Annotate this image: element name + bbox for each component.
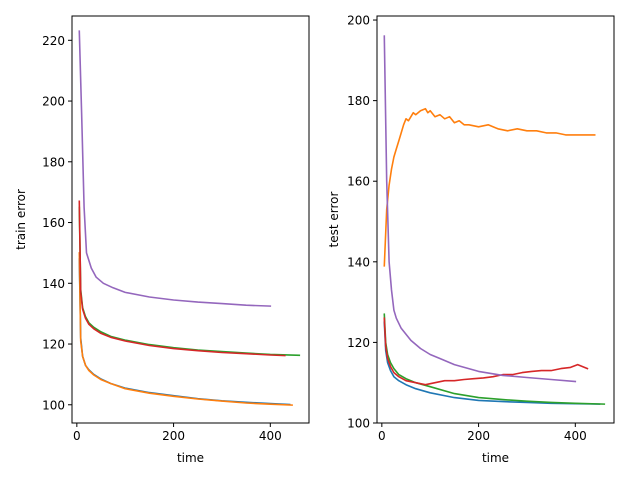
test-y-tick-label: 120 xyxy=(347,336,370,350)
train-line-series-4 xyxy=(78,200,286,357)
train-x-tick-label: 400 xyxy=(259,429,282,443)
train-y-tick-label: 200 xyxy=(42,95,65,109)
test-x-tick-label: 0 xyxy=(378,429,386,443)
train-line-series-5 xyxy=(78,30,272,307)
test-y-tick-label: 180 xyxy=(347,94,370,108)
test-line-series-3 xyxy=(383,313,606,405)
train-y-tick-label: 160 xyxy=(42,216,65,230)
test-y-tick-label: 200 xyxy=(347,14,370,28)
train-x-tick-label: 200 xyxy=(162,429,185,443)
test-line-series-1 xyxy=(383,321,601,405)
train-line-series-1 xyxy=(78,258,291,406)
test-x-tick-label: 400 xyxy=(564,429,587,443)
train-y-axis-title: train error xyxy=(14,189,28,250)
train-plot-frame xyxy=(71,15,310,424)
train-error-chart: 0 200 400 100 120 140 160 180 200 220 time train er… xyxy=(14,15,310,465)
test-y-tick-label: 100 xyxy=(347,417,370,431)
train-x-axis-title: time xyxy=(177,451,204,465)
train-y-tick-label: 120 xyxy=(42,338,65,352)
test-y-axis-title: test error xyxy=(327,191,341,247)
train-y-tick-label: 180 xyxy=(42,155,65,169)
test-y-tick-label: 160 xyxy=(347,175,370,189)
test-error-chart: 0 200 400 100 120 140 160 180 200 time test error xyxy=(327,14,615,465)
test-y-tick-label: 140 xyxy=(347,255,370,269)
test-line-series-4 xyxy=(383,317,589,386)
test-x-axis-title: time xyxy=(482,451,509,465)
test-line-series-2 xyxy=(383,107,596,267)
train-y-tick-label: 220 xyxy=(42,34,65,48)
train-line-series-3 xyxy=(78,206,301,357)
train-y-tick-label: 140 xyxy=(42,277,65,291)
test-plot-frame xyxy=(376,15,615,424)
test-x-tick-label: 200 xyxy=(467,429,490,443)
train-y-tick-label: 100 xyxy=(42,398,65,412)
test-line-series-5 xyxy=(383,35,577,383)
train-line-series-2 xyxy=(78,252,293,406)
train-x-tick-label: 0 xyxy=(73,429,81,443)
